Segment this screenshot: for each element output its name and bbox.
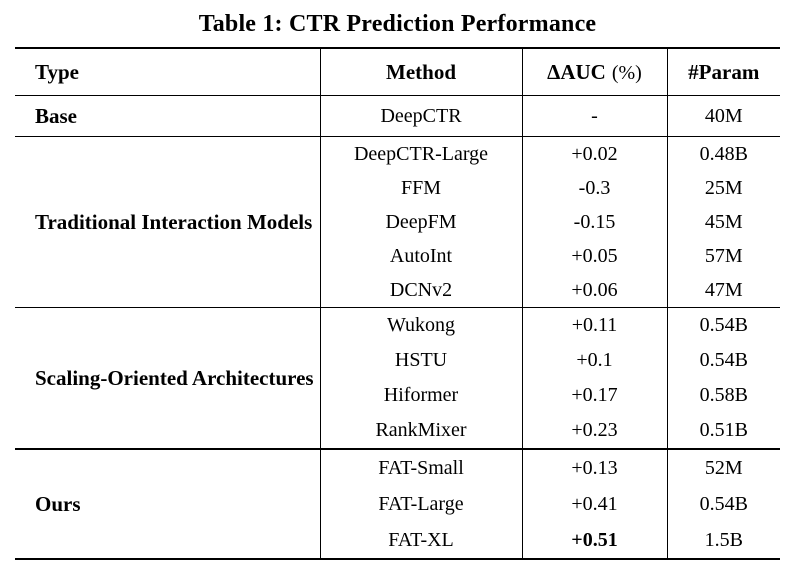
dauc-cell: +0.1 (521, 343, 667, 378)
dauc-cell: +0.17 (521, 378, 667, 413)
dauc-cell: +0.13 (521, 448, 667, 486)
method-cell: DeepFM (319, 205, 522, 239)
dauc-cell: +0.41 (521, 486, 667, 522)
table-row: Hiformer +0.17 0.58B (15, 378, 780, 413)
table-row: FFM -0.3 25M (15, 171, 780, 205)
param-cell: 0.58B (666, 378, 780, 413)
table-caption: Table 1: CTR Prediction Performance (198, 11, 597, 37)
param-cell: 0.54B (666, 486, 780, 522)
type-cell-scaling: Scaling-Oriented Architectures (15, 307, 320, 449)
method-cell: Hiformer (319, 378, 522, 413)
method-cell: AutoInt (319, 239, 522, 273)
method-cell: HSTU (319, 343, 522, 378)
col-header-dauc: ΔAUC (%) (521, 48, 667, 96)
dauc-cell: +0.06 (521, 273, 667, 308)
param-cell: 47M (666, 273, 780, 308)
method-cell: DCNv2 (319, 273, 522, 308)
col-header-method: Method (319, 48, 522, 96)
dauc-cell: +0.05 (521, 239, 667, 273)
type-cell-traditional: Traditional Interaction Models (15, 136, 320, 308)
method-cell: DeepCTR (319, 95, 522, 137)
param-cell: 0.54B (666, 307, 780, 343)
table-row: Traditional Interaction Models DeepCTR-L… (15, 136, 780, 308)
ctr-performance-table: Type Method ΔAUC (%) #Param Base DeepCTR … (15, 47, 780, 560)
table-row: FAT-Large +0.41 0.54B (15, 486, 780, 522)
col-header-type: Type (35, 60, 79, 84)
param-cell: 0.54B (666, 343, 780, 378)
table-row: HSTU +0.1 0.54B (15, 343, 780, 378)
dauc-cell: -0.15 (521, 205, 667, 239)
method-cell: FAT-XL (319, 522, 522, 559)
param-cell: 25M (666, 171, 780, 205)
dauc-cell: -0.3 (521, 171, 667, 205)
param-cell: 1.5B (666, 522, 780, 559)
method-cell: FAT-Small (319, 448, 522, 486)
table-row: Ours FAT-Small +0.13 52M (15, 448, 780, 559)
table-row: DeepFM -0.15 45M (15, 205, 780, 239)
table-row: Scaling-Oriented Architectures Wukong +0… (15, 307, 780, 449)
table-row: FAT-XL +0.51 1.5B (15, 522, 780, 559)
col-header-param: #Param (666, 48, 780, 96)
method-cell: FAT-Large (319, 486, 522, 522)
table-row: Base DeepCTR - 40M (15, 95, 780, 137)
col-header-dauc-unit: (%) (611, 61, 642, 84)
method-cell: Wukong (319, 307, 522, 343)
param-cell: 40M (666, 95, 780, 137)
dauc-cell: +0.02 (521, 136, 667, 171)
method-cell: DeepCTR-Large (319, 136, 522, 171)
param-cell: 57M (666, 239, 780, 273)
param-cell: 52M (666, 448, 780, 486)
table-row: DCNv2 +0.06 47M (15, 273, 780, 308)
type-cell-ours: Ours (15, 448, 320, 559)
dauc-cell-best: +0.51 (521, 522, 667, 559)
param-cell: 0.48B (666, 136, 780, 171)
param-cell: 0.51B (666, 413, 780, 449)
method-cell: RankMixer (319, 413, 522, 449)
dauc-cell: +0.11 (521, 307, 667, 343)
table-row: AutoInt +0.05 57M (15, 239, 780, 273)
col-header-dauc-label: ΔAUC (547, 59, 606, 84)
method-cell: FFM (319, 171, 522, 205)
param-cell: 45M (666, 205, 780, 239)
dauc-cell: +0.23 (521, 413, 667, 449)
table-header-row: Type Method ΔAUC (%) #Param (15, 48, 780, 96)
table-row: RankMixer +0.23 0.51B (15, 413, 780, 449)
type-cell-base: Base (15, 95, 320, 137)
dauc-cell: - (521, 95, 667, 137)
